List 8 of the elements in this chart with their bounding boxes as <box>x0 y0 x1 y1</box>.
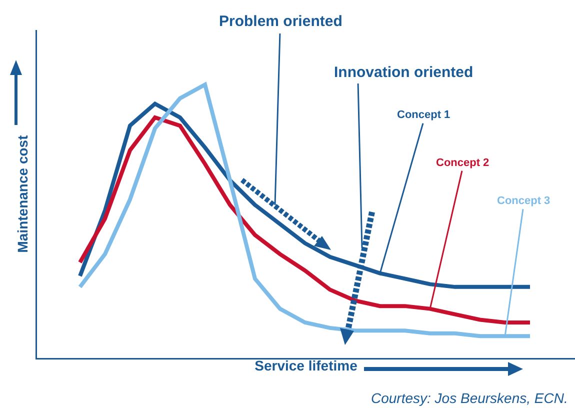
text: Courtesy: Jos Beurskens, ECN. <box>371 390 568 406</box>
text: Concept 2 <box>436 157 490 169</box>
text: Problem oriented <box>219 13 342 30</box>
text: Concept 1 <box>397 109 450 121</box>
x-axis-title: Service lifetime <box>254 358 358 374</box>
y-axis-title: Maintenance cost <box>14 134 30 253</box>
text: Innovation oriented <box>334 64 474 81</box>
text: Concept 3 <box>497 195 550 207</box>
